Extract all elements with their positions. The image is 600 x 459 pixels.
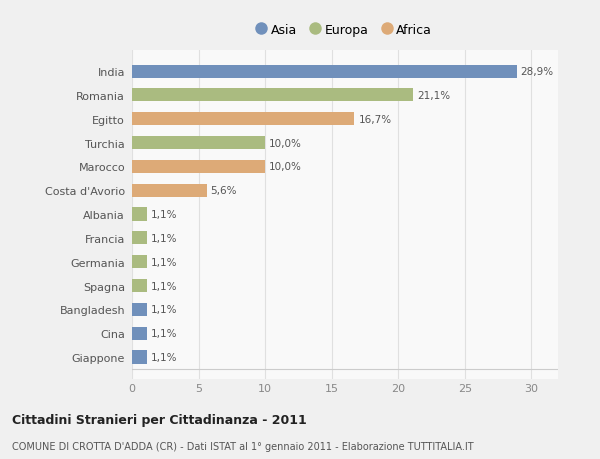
Bar: [132, 232, 146, 245]
Bar: [132, 89, 413, 102]
Text: 28,9%: 28,9%: [521, 67, 554, 77]
Text: 1,1%: 1,1%: [151, 257, 177, 267]
Text: 10,0%: 10,0%: [269, 138, 302, 148]
Bar: [132, 327, 146, 340]
Bar: [132, 113, 355, 126]
Bar: [132, 280, 146, 292]
Text: 10,0%: 10,0%: [269, 162, 302, 172]
Bar: [132, 208, 146, 221]
Text: 1,1%: 1,1%: [151, 281, 177, 291]
Text: COMUNE DI CROTTA D'ADDA (CR) - Dati ISTAT al 1° gennaio 2011 - Elaborazione TUTT: COMUNE DI CROTTA D'ADDA (CR) - Dati ISTA…: [12, 441, 473, 451]
Text: 1,1%: 1,1%: [151, 329, 177, 338]
Text: 5,6%: 5,6%: [211, 186, 237, 196]
Text: 21,1%: 21,1%: [417, 91, 450, 101]
Text: 1,1%: 1,1%: [151, 352, 177, 362]
Bar: [132, 161, 265, 174]
Text: 1,1%: 1,1%: [151, 305, 177, 315]
Text: 1,1%: 1,1%: [151, 210, 177, 219]
Text: 16,7%: 16,7%: [358, 114, 391, 124]
Legend: Asia, Europa, Africa: Asia, Europa, Africa: [254, 21, 436, 41]
Bar: [132, 184, 206, 197]
Bar: [132, 256, 146, 269]
Text: Cittadini Stranieri per Cittadinanza - 2011: Cittadini Stranieri per Cittadinanza - 2…: [12, 413, 307, 426]
Bar: [132, 65, 517, 78]
Bar: [132, 137, 265, 150]
Bar: [132, 303, 146, 316]
Text: 1,1%: 1,1%: [151, 233, 177, 243]
Bar: [132, 351, 146, 364]
